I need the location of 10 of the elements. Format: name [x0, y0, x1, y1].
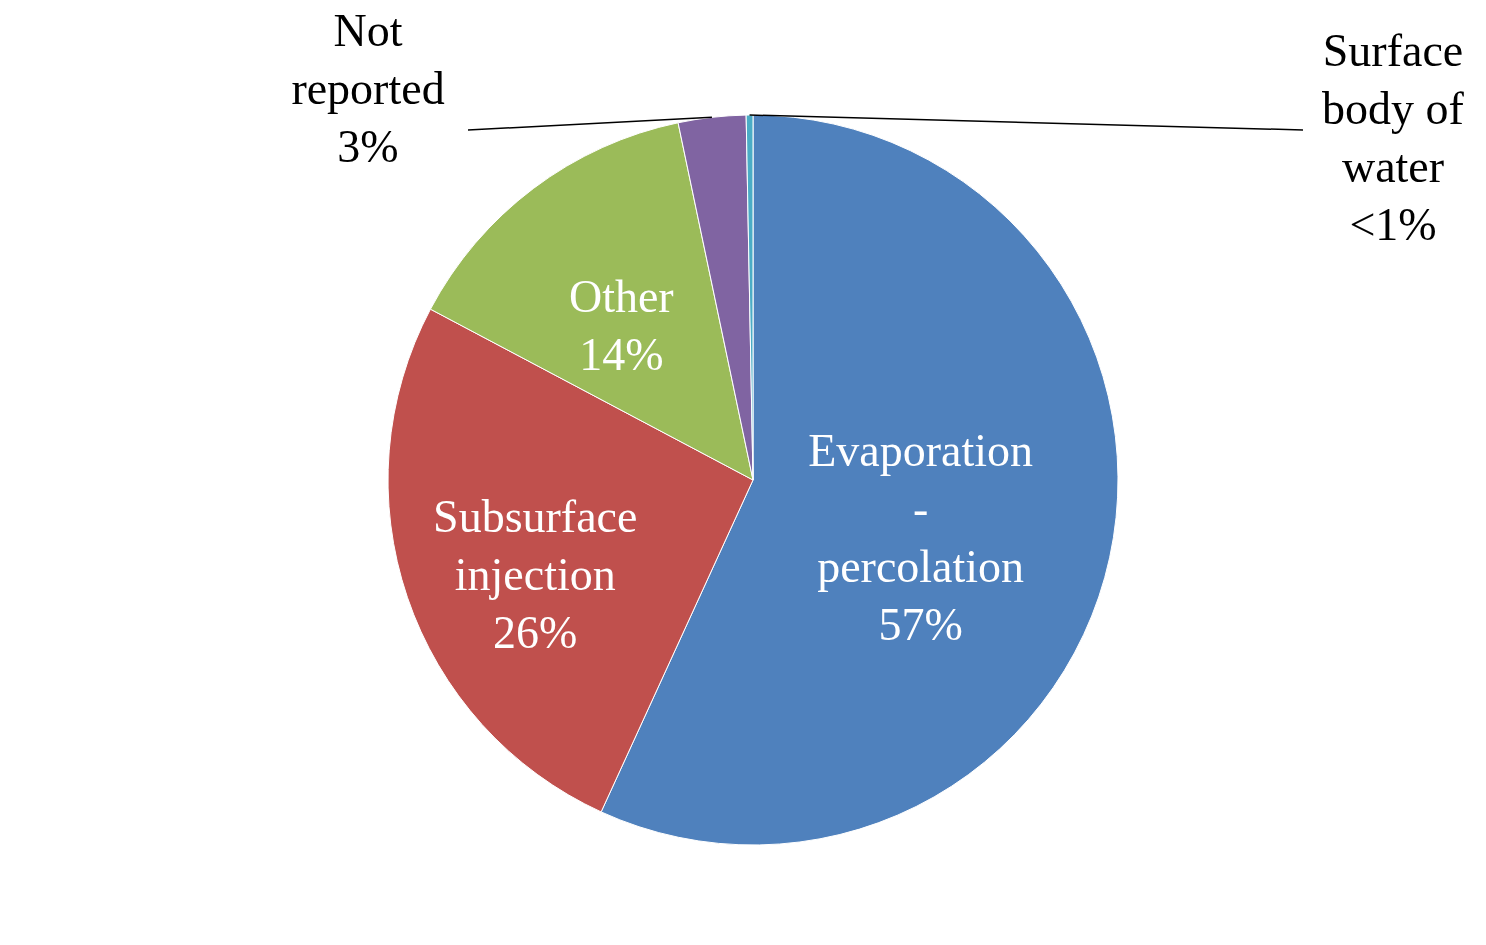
slice-label: Subsurface injection [433, 490, 638, 600]
slice-label: Not reported [291, 5, 445, 114]
slice-label: Other [568, 271, 674, 323]
data-label: <1% [1349, 199, 1437, 250]
data-label: 3% [337, 121, 399, 172]
data-label: 14% [579, 329, 664, 381]
data-label: 26% [493, 606, 578, 658]
slice-label: Surface body of water [1322, 25, 1465, 192]
data-label: 57% [878, 598, 963, 650]
slice-label: Evaporation - percolation [808, 424, 1034, 592]
